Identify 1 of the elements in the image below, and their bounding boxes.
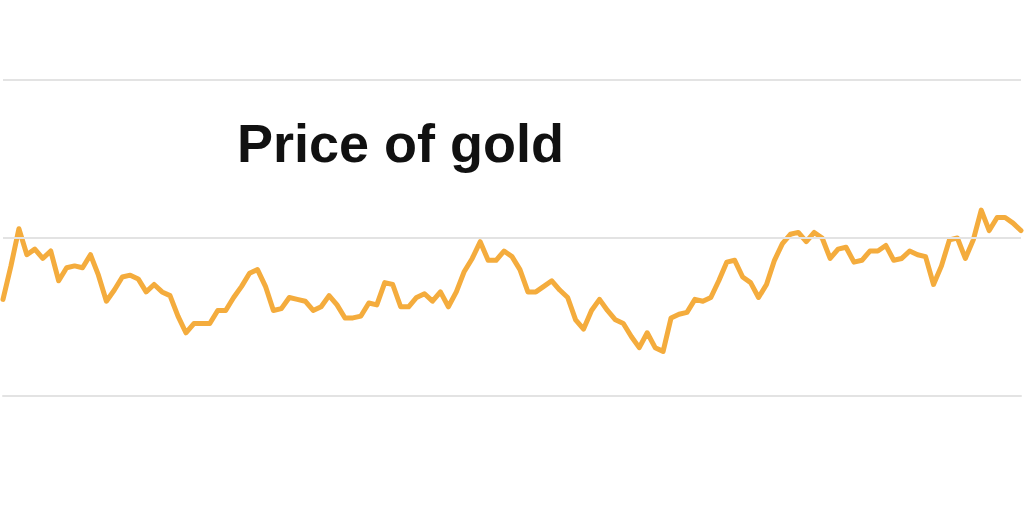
chart-title: Price of gold: [237, 113, 565, 173]
